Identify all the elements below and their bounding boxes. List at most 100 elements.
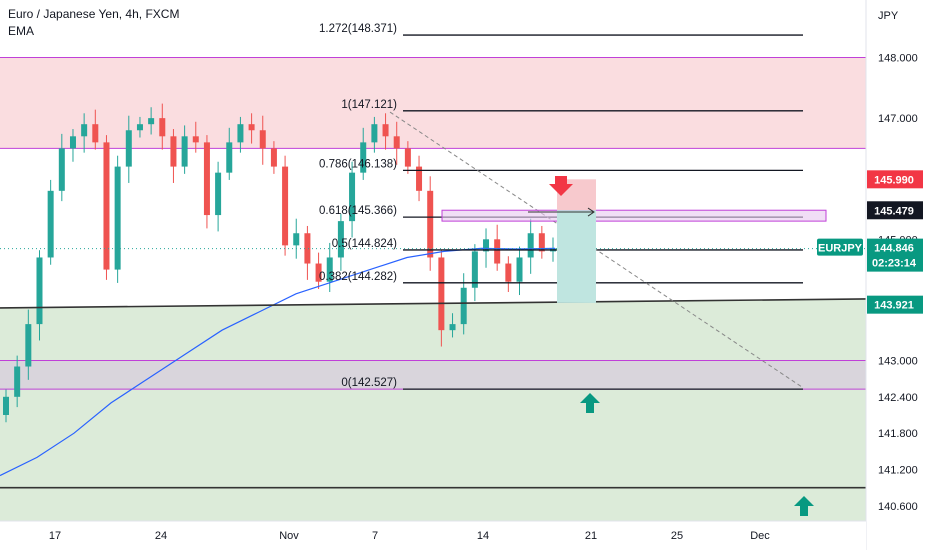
candle (438, 250, 445, 347)
candle-body (36, 257, 43, 325)
price-tick-label: 143.000 (878, 355, 918, 367)
candle-body (483, 239, 490, 252)
price-tick-label: 141.800 (878, 428, 918, 440)
support-area (0, 298, 866, 521)
price-tick-label: 148.000 (878, 53, 918, 65)
fib-level-label: 0.382(144.282) (319, 271, 397, 283)
price-tag-label: 143.921 (874, 300, 914, 312)
candle-body (69, 136, 76, 149)
candle (203, 135, 210, 229)
candle (304, 225, 311, 280)
candle-body (304, 233, 311, 264)
candle-body (349, 172, 356, 222)
candle-body (427, 190, 434, 258)
support-zone (0, 360, 866, 390)
candle-body (416, 166, 423, 191)
date-tick-label: Dec (750, 530, 770, 542)
candle (25, 309, 32, 380)
candle (114, 155, 121, 283)
candle-body (81, 124, 88, 137)
candle (471, 244, 478, 302)
candle-body (293, 233, 300, 246)
candle-body (148, 118, 155, 125)
price-tag-label: 144.846 (874, 243, 914, 255)
candle (538, 225, 545, 259)
date-tick-label: 17 (49, 530, 61, 542)
candle-body (460, 287, 467, 325)
candle (3, 389, 9, 423)
candle-body (237, 124, 244, 143)
sell-arrow-icon (549, 175, 573, 196)
date-tick-label: 21 (585, 530, 597, 542)
candle-body (360, 142, 367, 173)
candle (270, 141, 277, 174)
date-tick-label: 14 (477, 530, 489, 542)
price-tag-box (867, 238, 923, 272)
arrow-head-icon (587, 207, 595, 217)
fib-level-label: 0.786(146.138) (319, 158, 397, 170)
price-tag: EURJPY 144.846 02:23:14 (817, 238, 923, 272)
candle-body (538, 233, 545, 252)
countdown-label: 02:23:14 (872, 258, 917, 270)
candle-body (494, 239, 501, 264)
candle-body (58, 148, 65, 191)
candle-body (393, 136, 400, 149)
candle-body (203, 142, 210, 216)
candle (226, 127, 233, 180)
price-tag-box (867, 201, 923, 220)
candle-body (337, 221, 344, 258)
dashed-trendline (389, 111, 804, 389)
candle-body (248, 124, 255, 131)
candle (393, 121, 400, 165)
candle-body (170, 136, 177, 167)
candle-body (326, 257, 333, 282)
candle (14, 355, 21, 408)
candle (148, 107, 155, 135)
candle-body (47, 190, 54, 258)
symbol-tag (817, 238, 863, 256)
chart-title: Euro / Japanese Yen, 4h, FXCM (8, 7, 180, 21)
candle (159, 103, 166, 150)
candle (125, 115, 132, 183)
candle (103, 135, 110, 280)
candle-body (25, 324, 32, 367)
candle (181, 125, 188, 174)
take-profit-box (557, 210, 596, 303)
candle (527, 218, 534, 274)
candle (81, 113, 88, 153)
candle (282, 155, 289, 256)
ema-indicator-label[interactable]: EMA (8, 24, 35, 38)
candle (47, 179, 54, 265)
candle (36, 250, 43, 341)
candle (69, 129, 76, 162)
symbol-tag-label: EURJPY (818, 243, 863, 255)
candle (494, 224, 501, 271)
fib-level-label: 1(147.121) (341, 99, 397, 111)
candle-body (270, 148, 277, 167)
date-tick-label: Nov (279, 530, 299, 542)
fib-level-label: 1.272(148.371) (319, 23, 397, 35)
candle (505, 256, 512, 293)
price-axis (866, 0, 932, 550)
time-axis (0, 521, 866, 550)
date-tick-label: 7 (372, 530, 378, 542)
candle (371, 116, 378, 153)
candle (349, 161, 356, 238)
candle-body (114, 166, 121, 270)
candle (58, 133, 65, 202)
price-tag: 145.990 (867, 170, 923, 189)
price-tag-box (867, 295, 923, 314)
candle (326, 242, 333, 293)
candle-body (192, 136, 199, 143)
fib-level-label: 0(142.527) (341, 377, 397, 389)
price-tag: 143.921 (867, 295, 923, 314)
date-tick-label: 25 (671, 530, 683, 542)
candle-body (215, 172, 222, 216)
candle-body (438, 257, 445, 331)
candle (192, 121, 199, 153)
candle-body (449, 324, 456, 331)
candle (237, 116, 244, 153)
candle-body (14, 366, 21, 397)
